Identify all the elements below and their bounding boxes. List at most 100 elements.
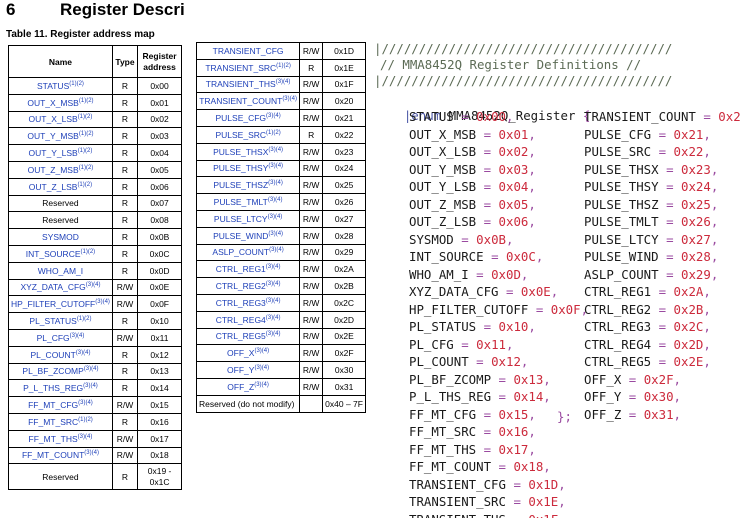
register-address: 0x0E [137, 278, 182, 297]
register-type: R [111, 144, 139, 162]
register-type: R/W [299, 310, 324, 329]
register-type: R/W [111, 278, 139, 297]
register-type: R [111, 463, 139, 491]
register-name: P_L_THS_REG(3)(4) [8, 379, 113, 398]
table-row: OUT_Z_LSB(1)(2) R 0x06 [8, 177, 182, 196]
table-row: P_L_THS_REG(3)(4) R 0x14 [8, 379, 182, 398]
enum-keyword: |enum [403, 108, 442, 123]
enum-entry: PULSE_WIND = 0x28, [584, 249, 719, 264]
register-address: 0x10 [137, 312, 182, 330]
table-row: PULSE_TMLT(3)(4) R/W 0x26 [195, 193, 366, 211]
register-address: 0x07 [137, 194, 182, 213]
register-address: 0x40 – 7F [322, 394, 366, 413]
register-address: 0x12 [137, 345, 182, 364]
register-name: INT_SOURCE(1)(2) [8, 244, 113, 263]
register-type: R/W [299, 193, 324, 211]
register-type: R [111, 362, 139, 381]
register-type: R [111, 244, 139, 263]
enum-entry: CTRL_REG5 = 0x2E, [584, 354, 711, 369]
register-name: CTRL_REG1(3)(4) [195, 260, 301, 279]
register-type: R [299, 125, 324, 144]
register-name: OUT_Y_LSB(1)(2) [8, 144, 113, 162]
enum-entry: FF_MT_COUNT = 0x18, [409, 459, 551, 474]
register-address: 0x06 [137, 177, 182, 196]
table-row: STATUS(1)(2) R 0x00 [8, 77, 182, 95]
register-address: 0x08 [137, 211, 182, 230]
enum-entry: PL_COUNT = 0x12, [409, 354, 529, 369]
code-rule-line: |/////////////////////////////////////// [374, 41, 673, 56]
register-address: 0x2D [322, 310, 366, 329]
enum-entry: WHO_AM_I = 0x0D, [409, 266, 529, 282]
register-name: PULSE_SRC(1)(2) [195, 125, 301, 144]
table-row: TRANSIENT_THS(3)(4) R/W 0x1F [195, 75, 366, 94]
enum-entry: TRANSIENT_COUNT = 0x20, [584, 109, 741, 124]
register-type: R/W [299, 109, 324, 127]
table-row: PL_CFG(3)(4) R/W 0x11 [8, 328, 182, 347]
table-row: FF_MT_SRC(1)(2) R 0x16 [8, 412, 182, 431]
register-type: R/W [299, 159, 324, 178]
table-row: OFF_Z(3)(4) R/W 0x31 [195, 377, 366, 396]
register-name: OUT_Z_MSB(1)(2) [8, 160, 113, 179]
register-name: CTRL_REG3(3)(4) [195, 293, 301, 312]
register-address: 0x0D [137, 261, 182, 280]
register-name: PL_STATUS(1)(2) [8, 312, 113, 330]
register-address: 0x1F [322, 75, 366, 94]
col-header-name: Name [8, 45, 113, 78]
section-title: Register Descri [60, 0, 185, 19]
register-type: R/W [299, 260, 324, 279]
register-address: 0x02 [137, 110, 182, 129]
table-row: WHO_AM_I R 0x0D [8, 261, 182, 280]
register-address: 0x25 [322, 176, 366, 195]
register-address: 0x1D [322, 42, 366, 60]
register-type: R/W [299, 176, 324, 195]
register-name: FF_MT_CFG(3)(4) [8, 396, 113, 414]
register-type: R/W [299, 209, 324, 228]
enum-entry: OUT_Y_MSB = 0x03, [409, 161, 536, 177]
register-address: 0x1E [322, 58, 366, 77]
enum-entry: FF_MT_SRC = 0x16, [409, 424, 536, 439]
register-type: R/W [111, 396, 139, 414]
enum-declaration: |enum MMA8452Q_Register { [374, 90, 591, 141]
register-address: 0x22 [322, 125, 366, 144]
register-type: R/W [299, 293, 324, 312]
enum-entry: PULSE_SRC = 0x22, [584, 144, 711, 159]
enum-entry: PL_STATUS = 0x10, [409, 319, 536, 334]
register-address: 0x15 [137, 396, 182, 414]
enum-entry: P_L_THS_REG = 0x14, [409, 389, 551, 404]
enum-entry: ASLP_COUNT = 0x29, [584, 266, 719, 282]
register-type: R [111, 177, 139, 196]
register-type: R/W [111, 328, 139, 347]
table-row: OUT_Y_LSB(1)(2) R 0x04 [8, 144, 182, 162]
register-address: 0x30 [322, 361, 366, 379]
register-name: CTRL_REG5(3)(4) [195, 327, 301, 346]
register-name: Reserved [8, 194, 113, 213]
register-address: 0x01 [137, 93, 182, 112]
enum-entry: TRANSIENT_CFG = 0x1D, [409, 476, 566, 492]
table-row: PULSE_WIND(3)(4) R/W 0x28 [195, 226, 366, 245]
register-name: TRANSIENT_COUNT(3)(4) [195, 92, 301, 111]
code-rule-line-2: |/////////////////////////////////////// [374, 73, 673, 88]
table-row: XYZ_DATA_CFG(3)(4) R/W 0x0E [8, 278, 182, 297]
enum-entry: PL_BF_ZCOMP = 0x13, [409, 371, 551, 387]
enum-entry: OFF_Z = 0x31, [584, 406, 682, 422]
table-row: FF_MT_THS(3)(4) R/W 0x17 [8, 429, 182, 448]
register-address: 0x28 [322, 226, 366, 245]
enum-entry: PULSE_THSX = 0x23, [584, 161, 719, 177]
table-row: INT_SOURCE(1)(2) R 0x0C [8, 244, 182, 263]
register-type: R [111, 77, 139, 95]
register-name: OFF_X(3)(4) [195, 344, 301, 363]
register-address: 0x05 [137, 160, 182, 179]
col-header-type: Type [111, 45, 139, 78]
table-row: TRANSIENT_CFG R/W 0x1D [195, 42, 366, 60]
register-name: OUT_X_LSB(1)(2) [8, 110, 113, 129]
table-row: SYSMOD R 0x0B [8, 228, 182, 246]
table-row: OFF_X(3)(4) R/W 0x2F [195, 344, 366, 363]
register-name: OFF_Z(3)(4) [195, 377, 301, 396]
register-type [299, 394, 324, 413]
register-name: STATUS(1)(2) [8, 77, 113, 95]
table-row: TRANSIENT_COUNT(3)(4) R/W 0x20 [195, 92, 366, 111]
register-type: R [111, 228, 139, 246]
table-row: CTRL_REG1(3)(4) R/W 0x2A [195, 260, 366, 279]
register-name: PULSE_THSY(3)(4) [195, 159, 301, 178]
register-name: PULSE_TMLT(3)(4) [195, 193, 301, 211]
